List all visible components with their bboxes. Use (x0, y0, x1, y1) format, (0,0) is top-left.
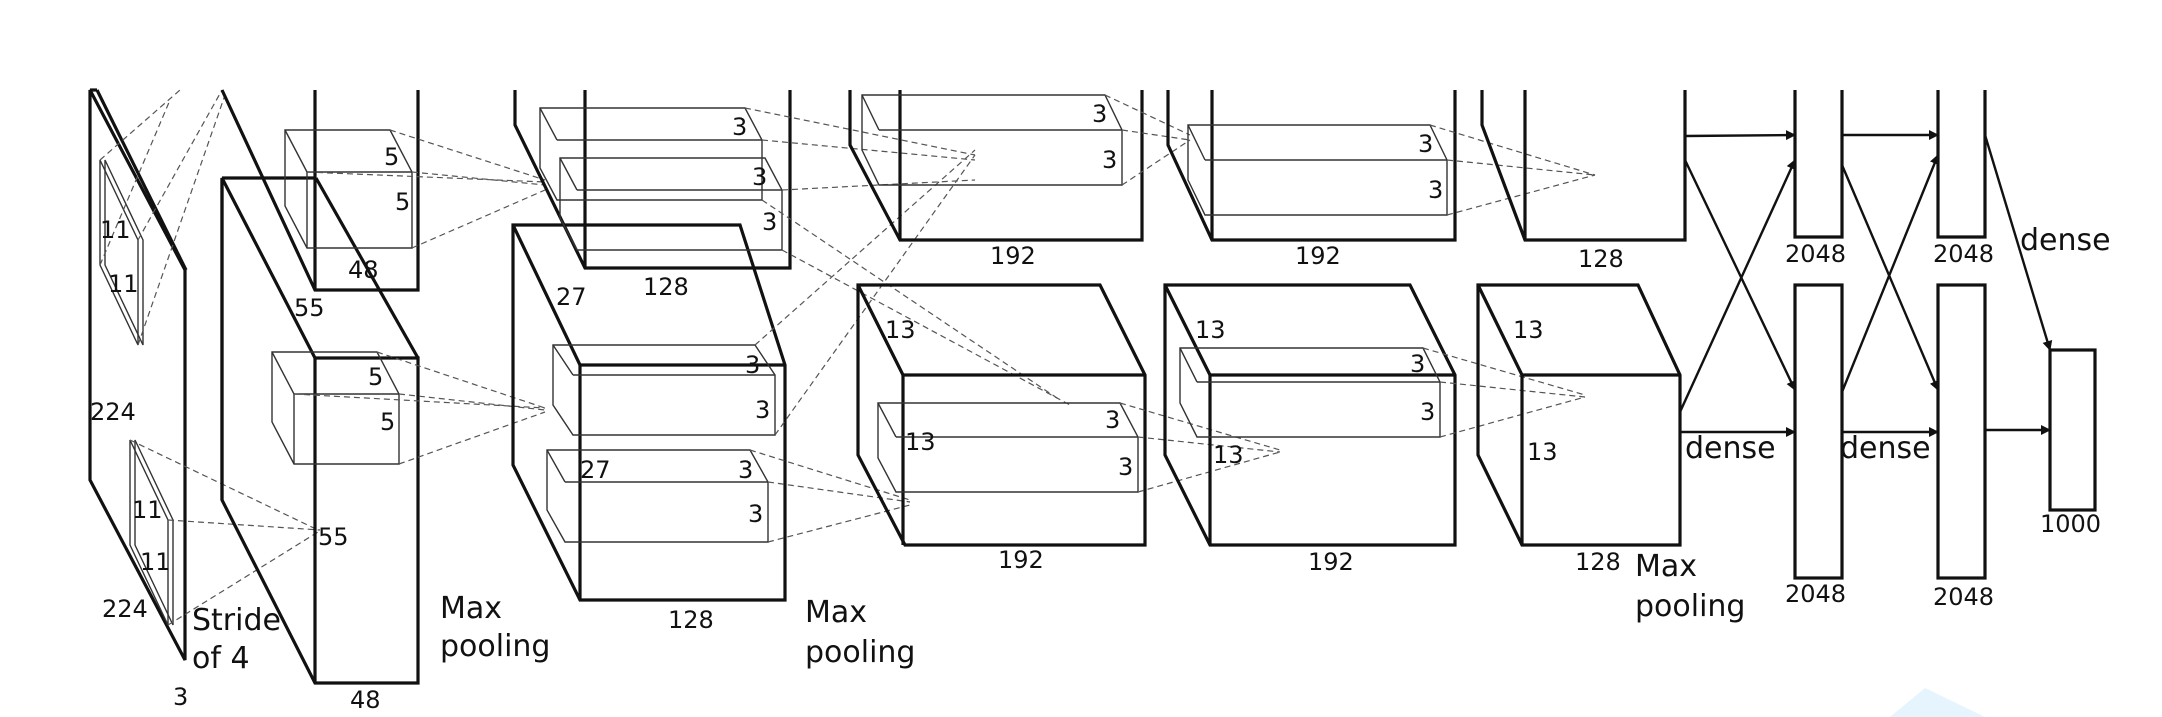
conv1-kernel-label: 5 (384, 143, 399, 171)
conv3-size-label: 13 (885, 316, 916, 344)
conv3-kernel-label: 3 (1092, 100, 1107, 128)
conv3-kernel-label: 3 (1102, 146, 1117, 174)
conv2-kernel-label: 3 (755, 396, 770, 424)
conv1-kernel-label-d: 5 (380, 408, 395, 436)
output-size-label: 1000 (2040, 510, 2101, 538)
conv1-depth-bottom-label: 48 (350, 686, 381, 714)
input-channels-label: 3 (173, 683, 188, 711)
dense-label: dense (1685, 431, 1776, 466)
conv2-depth-top-label: 128 (643, 273, 689, 301)
input-kernel-label-d: 11 (140, 548, 171, 576)
stride-label-line2: of 4 (192, 641, 250, 676)
conv2-kernel-label: 3 (762, 208, 777, 236)
conv3-layer (848, 90, 1281, 547)
conv2-depth-bottom-label: 128 (668, 606, 714, 634)
conv4-depth-top-label: 192 (1295, 242, 1341, 270)
conv5-depth-top-label: 128 (1578, 245, 1624, 273)
conv4-size-label-b: 13 (1213, 441, 1244, 469)
conv3-depth-top-label: 192 (990, 242, 1036, 270)
conv2-kernel-label: 3 (732, 113, 747, 141)
conv5-layer (1476, 90, 1687, 547)
conv3-size-label-b: 13 (905, 428, 936, 456)
conv1-layer (220, 89, 546, 685)
input-kernel-label-b: 11 (108, 270, 139, 298)
conv3-kernel-label: 3 (1118, 453, 1133, 481)
conv3-depth-bottom-label: 192 (998, 546, 1044, 574)
conv4-kernel-label: 3 (1418, 130, 1433, 158)
conv2-kernel-label: 3 (738, 456, 753, 484)
conv2-layer (511, 90, 1071, 602)
input-size-label-b: 224 (102, 595, 148, 623)
conv4-layer (1163, 90, 1596, 547)
conv5-size-label-b: 13 (1527, 438, 1558, 466)
conv4-kernel-label: 3 (1410, 350, 1425, 378)
dense-label-c: dense (2020, 223, 2111, 258)
conv5-depth-bottom-label: 128 (1575, 548, 1621, 576)
decorative-corner-shape (1890, 688, 1985, 717)
conv2-kernel-label: 3 (748, 500, 763, 528)
input-kernel-label: 11 (100, 216, 131, 244)
stride-label: Stride of 4 (192, 603, 291, 676)
conv1-pool-label: Max pooling (440, 591, 550, 664)
conv2-pool-label: Max pooling (805, 595, 915, 670)
conv2-kernel-label: 3 (752, 163, 767, 191)
conv5-size-label: 13 (1513, 316, 1544, 344)
fc6-top-size-label: 2048 (1785, 240, 1846, 268)
dense-label-b: dense (1840, 431, 1931, 466)
fc7-top-size-label: 2048 (1933, 240, 1994, 268)
input-layer (88, 88, 321, 661)
conv2-size-label: 27 (556, 283, 587, 311)
fc7-bottom-size-label: 2048 (1933, 583, 1994, 611)
input-kernel-label-c: 11 (132, 496, 163, 524)
input-size-label: 224 (90, 398, 136, 426)
conv1-kernel-label-c: 5 (368, 363, 383, 391)
conv1-depth-top-label: 48 (348, 256, 379, 284)
conv2-kernel-label: 3 (745, 351, 760, 379)
conv4-depth-bottom-label: 192 (1308, 548, 1354, 576)
conv4-size-label: 13 (1195, 316, 1226, 344)
conv4-kernel-label: 3 (1420, 398, 1435, 426)
conv2-size-label-b: 27 (580, 456, 611, 484)
conv1-size-label: 55 (294, 294, 325, 322)
conv1-kernel-label-b: 5 (395, 188, 410, 216)
fc6-bottom-size-label: 2048 (1785, 580, 1846, 608)
conv4-kernel-label: 3 (1428, 176, 1443, 204)
dense-layers (1678, 90, 2097, 580)
conv1-size-label-b: 55 (318, 523, 349, 551)
conv5-pool-label: Max pooling (1635, 549, 1745, 624)
conv3-kernel-label: 3 (1105, 406, 1120, 434)
